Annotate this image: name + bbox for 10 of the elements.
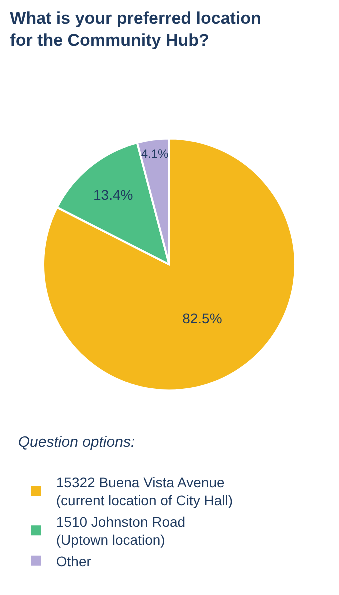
data-label: 4.1% [141,147,169,162]
legend-label: 15322 Buena Vista Avenue (current location of City Hall) [56,474,234,509]
legend-title: Question options: [18,434,136,451]
chart-title: What is your preferred location for the Community Hub? [10,8,262,50]
data-label: 82.5% [182,310,222,326]
legend-label: 1510 Johnston Road (Uptown location) [56,514,186,548]
data-label: 13.4% [94,187,134,204]
pie-slice [56,142,170,266]
pie-slice [42,138,296,392]
legend-label: Other [56,553,92,570]
